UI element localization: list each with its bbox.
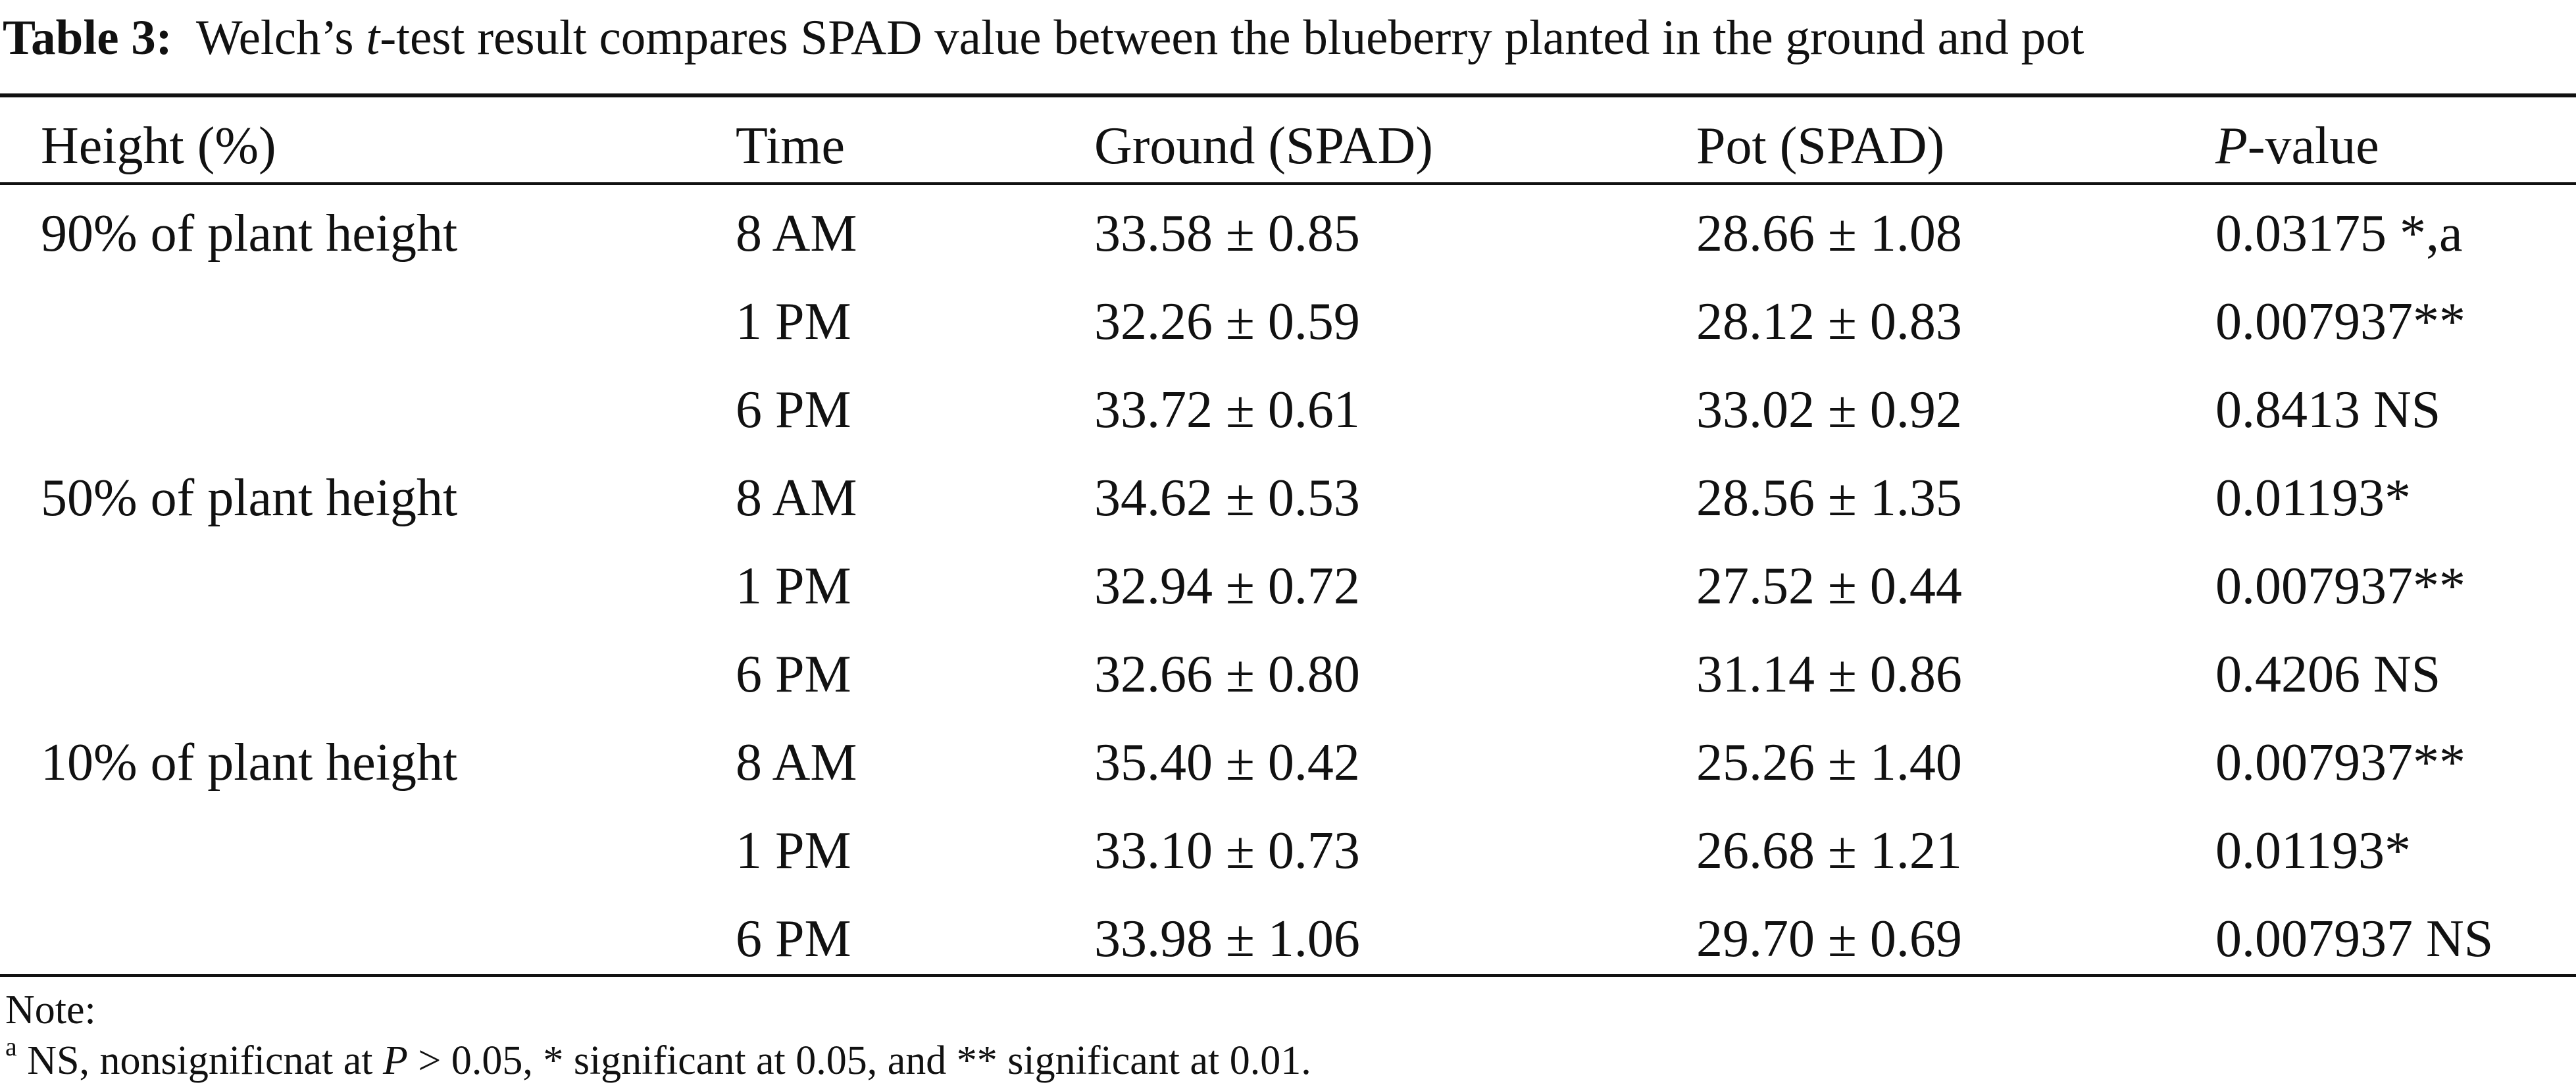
table-cell-time: 1 PM — [736, 557, 851, 615]
table-cell-time: 1 PM — [736, 293, 851, 351]
header-p-value: P-value — [2215, 113, 2379, 179]
table-cell-pot: 28.12 ± 0.83 — [1696, 293, 1962, 351]
table-cell-ground: 32.94 ± 0.72 — [1094, 557, 1360, 615]
table-cell-time: 6 PM — [736, 381, 851, 439]
table-cell-ground: 33.10 ± 0.73 — [1094, 822, 1360, 880]
header-height: Height (%) — [41, 117, 276, 175]
caption-text-before: Welch’s — [195, 11, 354, 65]
header-time: Time — [736, 117, 846, 175]
table-cell-p: 0.007937** — [2215, 557, 2465, 615]
table-cell-time: 6 PM — [736, 646, 851, 703]
table-cell-p: 0.01193* — [2215, 469, 2412, 527]
table-cell-time: 8 AM — [736, 734, 857, 792]
table-cell-ground: 32.66 ± 0.80 — [1094, 646, 1360, 703]
table-cell-p: 0.01193* — [2215, 822, 2412, 880]
table-cell-pot: 25.26 ± 1.40 — [1696, 734, 1962, 792]
bottom-rule — [0, 974, 2576, 977]
note-heading: Note: — [5, 988, 96, 1032]
note-p-italic: P — [382, 1038, 408, 1083]
header-p-rest: -value — [2247, 117, 2379, 175]
table-cell-p: 0.4206 NS — [2215, 646, 2441, 703]
table-cell-ground: 33.72 ± 0.61 — [1094, 381, 1360, 439]
table-cell-ground: 33.98 ± 1.06 — [1094, 910, 1360, 968]
table-caption: Table 3: Welch’s t-test result compares … — [3, 5, 2084, 71]
table-cell-pot: 28.66 ± 1.08 — [1696, 205, 1962, 263]
table-cell-pot: 29.70 ± 0.69 — [1696, 910, 1962, 968]
note-text: a NS, nonsignificnat at P > 0.05, * sign… — [5, 1034, 1311, 1087]
table-label: Table 3: — [3, 11, 172, 65]
table-cell-pot: 33.02 ± 0.92 — [1696, 381, 1962, 439]
table-cell-time: 8 AM — [736, 469, 857, 527]
caption-t-italic: t — [366, 11, 380, 65]
table-cell-height: 50% of plant height — [41, 469, 458, 527]
table-cell-p: 0.8413 NS — [2215, 381, 2441, 439]
caption-text-after: -test result compares SPAD value between… — [380, 11, 2084, 65]
table-cell-height: 10% of plant height — [41, 734, 458, 792]
table-cell-pot: 27.52 ± 0.44 — [1696, 557, 1962, 615]
note-marker: a — [5, 1032, 17, 1061]
table-cell-time: 1 PM — [736, 822, 851, 880]
table-cell-ground: 34.62 ± 0.53 — [1094, 469, 1360, 527]
table-cell-pot: 31.14 ± 0.86 — [1696, 646, 1962, 703]
table-cell-p: 0.007937** — [2215, 293, 2465, 351]
note-text-2: > 0.05, * significant at 0.05, and ** si… — [407, 1038, 1311, 1083]
header-ground: Ground (SPAD) — [1094, 117, 1433, 175]
header-pot: Pot (SPAD) — [1696, 117, 1945, 175]
table-cell-p: 0.007937 NS — [2215, 910, 2494, 968]
table-cell-height: 90% of plant height — [41, 205, 458, 263]
note-text-1: NS, nonsignificnat at — [16, 1038, 383, 1083]
table-cell-pot: 28.56 ± 1.35 — [1696, 469, 1962, 527]
table-cell-time: 6 PM — [736, 910, 851, 968]
top-rule — [0, 93, 2576, 97]
table-cell-pot: 26.68 ± 1.21 — [1696, 822, 1962, 880]
header-rule — [0, 182, 2576, 185]
table-cell-p: 0.03175 *,a — [2215, 205, 2463, 263]
table-cell-time: 8 AM — [736, 205, 857, 263]
header-p-italic: P — [2215, 117, 2248, 175]
table-cell-ground: 33.58 ± 0.85 — [1094, 205, 1360, 263]
table-cell-ground: 32.26 ± 0.59 — [1094, 293, 1360, 351]
table-cell-p: 0.007937** — [2215, 734, 2465, 792]
table-cell-ground: 35.40 ± 0.42 — [1094, 734, 1360, 792]
